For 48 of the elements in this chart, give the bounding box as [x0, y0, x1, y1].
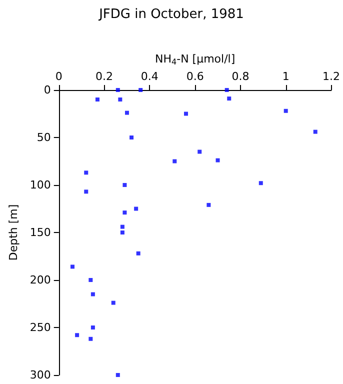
- x-tick-label: 1.2: [322, 70, 340, 83]
- point: [120, 230, 124, 234]
- y-tick-label: 0: [44, 84, 51, 96]
- point: [130, 136, 134, 140]
- point: [84, 190, 88, 194]
- point: [284, 108, 288, 113]
- point: [134, 206, 138, 211]
- point: [258, 181, 263, 186]
- point: [90, 292, 95, 296]
- x-tick-label: 0.6: [186, 70, 204, 83]
- point: [198, 150, 202, 154]
- point: [206, 202, 211, 207]
- chart-title: JFDG in October, 1981: [98, 7, 244, 22]
- point: [95, 98, 100, 102]
- x-tick-label: 0.4: [140, 70, 158, 83]
- point: [313, 130, 318, 134]
- x-tick-label: 0: [55, 70, 62, 83]
- point: [120, 224, 124, 229]
- y-tick-label: 150: [30, 226, 51, 239]
- point: [116, 373, 120, 377]
- point: [184, 112, 188, 116]
- point: [136, 251, 140, 256]
- point: [88, 278, 93, 282]
- x-tick-label: 0.8: [232, 70, 250, 83]
- point: [116, 88, 120, 92]
- y-tick-label: 300: [30, 368, 51, 382]
- point: [88, 336, 93, 341]
- y-tick-label: 250: [30, 321, 51, 334]
- point: [111, 300, 116, 305]
- x-tick-label: 1: [282, 70, 290, 83]
- y-tick-label: 50: [36, 131, 51, 144]
- y-tick-label: 100: [30, 178, 51, 192]
- point: [122, 183, 127, 187]
- point: [84, 170, 88, 175]
- y-axis-title: Depth [m]: [7, 204, 20, 261]
- point: [124, 110, 129, 115]
- point: [70, 264, 75, 269]
- y-tick-label: 200: [30, 274, 51, 286]
- point: [138, 88, 143, 92]
- point: [122, 210, 127, 215]
- point: [224, 88, 229, 92]
- point: [75, 333, 80, 338]
- point: [118, 98, 122, 102]
- point: [227, 96, 232, 101]
- point: [90, 326, 95, 330]
- point: [216, 158, 220, 162]
- x-tick-label: 0.2: [96, 70, 114, 83]
- point: [172, 159, 177, 164]
